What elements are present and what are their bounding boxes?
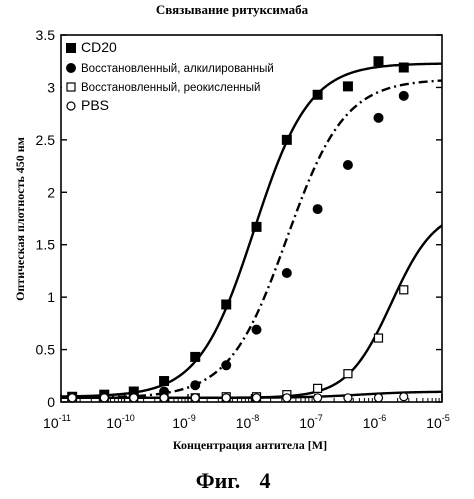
data-point [190, 351, 201, 362]
data-point [398, 62, 409, 73]
x-tick-exponent: -10 [122, 413, 135, 423]
data-point [373, 393, 384, 403]
data-point [129, 393, 139, 403]
data-point [251, 393, 262, 403]
y-axis-label: Оптическая плотность 450 нм [13, 137, 27, 301]
data-point [342, 81, 353, 92]
x-tick-base: 10 [106, 415, 122, 431]
x-tick-label: 10-9 [172, 413, 196, 431]
legend-marker [66, 101, 76, 111]
x-tick-exponent: -9 [188, 413, 196, 423]
x-tick-exponent: -5 [442, 413, 450, 423]
fit-curve [61, 224, 443, 400]
legend-marker [66, 43, 76, 53]
data-point [312, 89, 323, 100]
legend: CD20 Восстановленный, алкилированный Восст… [62, 36, 294, 118]
data-point [67, 393, 77, 403]
legend-label: PBS [81, 97, 109, 113]
x-tick-exponent: -7 [315, 413, 323, 423]
data-point [313, 383, 323, 393]
y-tick-label: 0 [47, 394, 55, 410]
data-point [282, 393, 292, 403]
x-tick-base: 10 [299, 415, 315, 431]
legend-marker [66, 82, 76, 92]
data-point [159, 376, 170, 387]
x-tick-base: 10 [363, 415, 379, 431]
figure-label: Фиг. [196, 468, 241, 493]
x-tick-base: 10 [43, 415, 59, 431]
y-tick-label: 3 [47, 79, 55, 95]
data-point [190, 380, 201, 391]
data-points [67, 56, 409, 403]
x-tick-exponent: -11 [59, 413, 71, 423]
x-tick-label: 10-11 [43, 413, 71, 431]
y-tick-label: 2 [47, 184, 55, 200]
y-tick-label: 1.5 [36, 237, 56, 253]
x-tick-exponent: -8 [251, 413, 259, 423]
y-tick-label: 3.5 [36, 27, 56, 43]
x-tick-label: 10-8 [236, 413, 260, 431]
y-axis: 0 0.5 1 1.5 2 2.5 3 3.5 [36, 27, 442, 410]
data-point [343, 393, 353, 403]
data-point [342, 160, 353, 171]
x-tick-label: 10-6 [363, 413, 387, 431]
legend-label: CD20 [81, 39, 117, 55]
data-point [399, 392, 409, 402]
figure-number: 4 [260, 468, 271, 493]
data-point [190, 393, 200, 403]
data-point [159, 393, 169, 403]
data-point [251, 221, 262, 232]
data-point [373, 56, 384, 67]
legend-box [62, 36, 294, 118]
x-tick-label: 10-10 [106, 413, 135, 431]
data-point [99, 393, 109, 403]
data-point [373, 112, 384, 123]
chart-title: Связывание ритуксимаба [156, 2, 309, 17]
x-tick-base: 10 [426, 415, 442, 431]
x-tick-label: 10-7 [299, 413, 323, 431]
data-point [221, 393, 231, 403]
legend-label: Восстановленный, алкилированный [81, 63, 274, 75]
data-point [251, 324, 262, 335]
x-tick-label: 10-5 [426, 413, 450, 431]
legend-marker [66, 63, 76, 73]
data-point [221, 360, 232, 371]
data-point [343, 369, 353, 379]
data-point [312, 204, 323, 215]
x-axis: 10-11 10-10 10-9 10-8 10-7 10-6 10-5 [43, 394, 450, 431]
x-axis-label: Концентрация антитела [M] [173, 438, 327, 452]
data-point [313, 393, 323, 403]
x-tick-base: 10 [172, 415, 188, 431]
data-point [281, 134, 292, 145]
fit-curve [60, 62, 443, 398]
x-tick-exponent: -6 [378, 413, 386, 423]
y-tick-label: 2.5 [36, 132, 56, 148]
data-point [398, 90, 409, 101]
data-point [281, 268, 292, 279]
data-point [221, 299, 232, 310]
data-point [399, 285, 409, 295]
legend-label: Восстановленный, реокисленный [81, 82, 260, 94]
data-point [373, 333, 384, 343]
x-tick-base: 10 [236, 415, 252, 431]
y-tick-label: 1 [47, 289, 55, 305]
y-tick-label: 0.5 [36, 342, 56, 358]
